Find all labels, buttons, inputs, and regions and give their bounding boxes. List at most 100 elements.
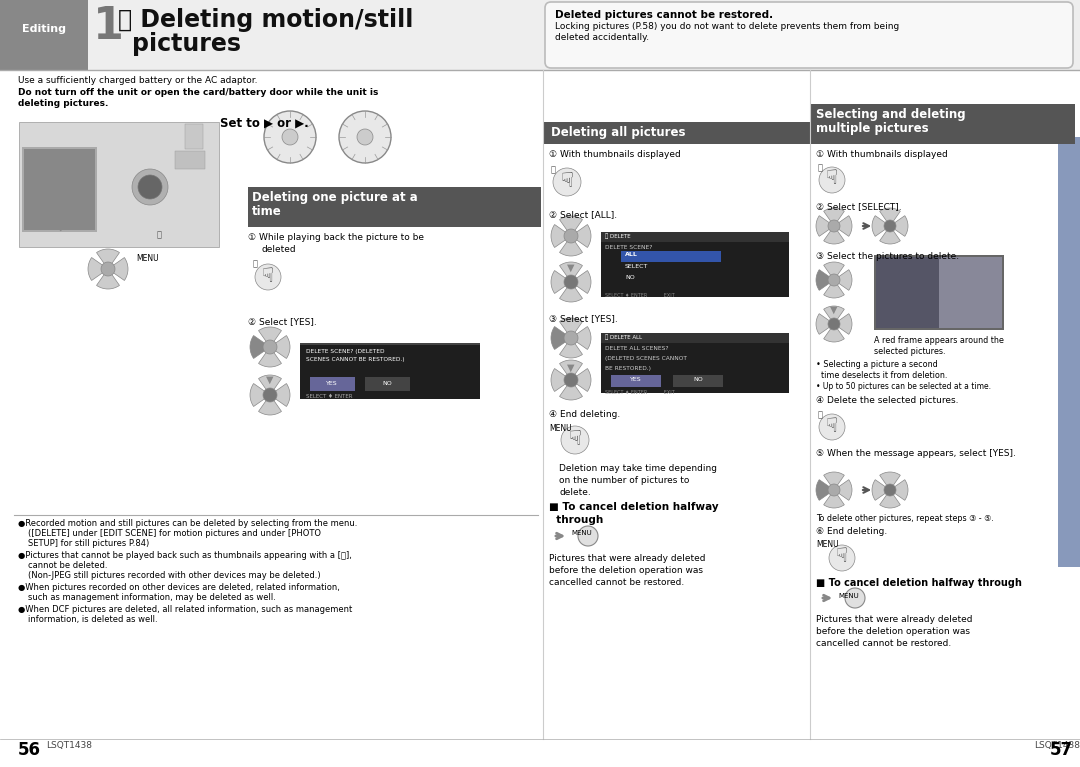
Bar: [600, 232, 789, 297]
Wedge shape: [551, 271, 571, 294]
Text: ALL: ALL: [625, 252, 638, 257]
Wedge shape: [890, 216, 908, 236]
Bar: [543, 122, 810, 144]
Text: before the deletion operation was: before the deletion operation was: [549, 566, 703, 575]
Wedge shape: [880, 208, 901, 226]
Text: SETUP] for still pictures P.84): SETUP] for still pictures P.84): [28, 539, 149, 548]
Wedge shape: [824, 208, 845, 226]
Text: before the deletion operation was: before the deletion operation was: [816, 627, 970, 636]
Text: Deleting one picture at a: Deleting one picture at a: [252, 191, 418, 204]
Text: SCENES CANNOT BE RESTORED.): SCENES CANNOT BE RESTORED.): [306, 357, 405, 362]
Bar: [621, 251, 721, 262]
Text: Pictures that were already deleted: Pictures that were already deleted: [816, 615, 972, 624]
Text: delete.: delete.: [559, 488, 591, 497]
Text: Editing: Editing: [22, 24, 66, 34]
Circle shape: [564, 229, 578, 243]
Wedge shape: [824, 324, 845, 342]
Wedge shape: [559, 282, 582, 302]
Wedge shape: [872, 479, 890, 500]
Text: ●When DCF pictures are deleted, all related information, such as management: ●When DCF pictures are deleted, all rela…: [18, 605, 352, 614]
Wedge shape: [824, 226, 845, 244]
Text: ☟: ☟: [262, 266, 274, 285]
Text: ⓠ: ⓠ: [253, 259, 258, 268]
Text: DELETE SCENE?: DELETE SCENE?: [605, 245, 652, 250]
Text: 57: 57: [1050, 741, 1074, 759]
Text: Selecting and deleting: Selecting and deleting: [816, 108, 966, 121]
Text: cancelled cannot be restored.: cancelled cannot be restored.: [816, 639, 951, 648]
Text: DELETE SCENE? (DELETED: DELETE SCENE? (DELETED: [306, 349, 384, 354]
Circle shape: [564, 275, 578, 289]
Wedge shape: [834, 314, 852, 334]
Text: LSQT1438: LSQT1438: [46, 741, 92, 750]
Circle shape: [132, 169, 168, 205]
Bar: [600, 333, 789, 343]
Text: ② Select [SELECT].: ② Select [SELECT].: [816, 202, 902, 211]
Circle shape: [553, 168, 581, 196]
Text: ☟: ☟: [568, 429, 581, 449]
Text: on the number of pictures to: on the number of pictures to: [559, 476, 689, 485]
Text: deleted: deleted: [262, 245, 297, 254]
Wedge shape: [249, 384, 270, 407]
Text: ▼: ▼: [267, 375, 273, 385]
Wedge shape: [258, 327, 282, 347]
Text: time deselects it from deletion.: time deselects it from deletion.: [816, 371, 947, 380]
Bar: [185, 124, 203, 149]
Bar: [310, 377, 355, 391]
Text: LSQT1438: LSQT1438: [1034, 741, 1080, 750]
Text: ④ Delete the selected pictures.: ④ Delete the selected pictures.: [816, 396, 959, 405]
Text: ⓠ: ⓠ: [818, 163, 823, 172]
Text: NO: NO: [382, 381, 392, 386]
Text: ▼: ▼: [567, 263, 575, 273]
Text: ④ End deleting.: ④ End deleting.: [549, 410, 620, 419]
Text: Deleting all pictures: Deleting all pictures: [551, 126, 686, 139]
Text: ⑤ When the message appears, select [YES].: ⑤ When the message appears, select [YES]…: [816, 449, 1016, 458]
Text: NO: NO: [693, 377, 703, 382]
Text: time: time: [252, 205, 282, 218]
Wedge shape: [816, 314, 834, 334]
Text: MENU: MENU: [137, 254, 160, 263]
Text: To delete other pictures, repeat steps ③ - ⑤.: To delete other pictures, repeat steps ③…: [816, 514, 994, 523]
Text: A red frame appears around the: A red frame appears around the: [874, 336, 1004, 345]
Text: cannot be deleted.: cannot be deleted.: [28, 561, 108, 570]
Circle shape: [264, 340, 276, 354]
Bar: [1058, 137, 1080, 567]
Wedge shape: [551, 368, 571, 391]
Text: ③ Select the pictures to delete.: ③ Select the pictures to delete.: [816, 252, 959, 261]
Text: ☟: ☟: [561, 171, 573, 191]
Bar: [87, 0, 1080, 70]
Bar: [939, 257, 1002, 328]
Circle shape: [885, 484, 896, 496]
Text: SELECT ♦ ENTER           EXIT: SELECT ♦ ENTER EXIT: [605, 293, 675, 298]
Circle shape: [561, 426, 589, 454]
Circle shape: [264, 388, 276, 402]
Circle shape: [885, 220, 896, 232]
Text: deleting pictures.: deleting pictures.: [18, 99, 108, 108]
Wedge shape: [824, 306, 845, 324]
Text: SELECT ♦ ENTER           EXIT: SELECT ♦ ENTER EXIT: [605, 390, 675, 395]
Bar: [24, 149, 95, 230]
Wedge shape: [571, 368, 591, 391]
Text: MENU: MENU: [571, 530, 592, 536]
Text: Use a sufficiently charged battery or the AC adaptor.: Use a sufficiently charged battery or th…: [18, 76, 257, 85]
Wedge shape: [834, 216, 852, 236]
Circle shape: [828, 220, 840, 232]
Circle shape: [845, 588, 865, 608]
Text: ■ To cancel deletion halfway: ■ To cancel deletion halfway: [549, 502, 718, 512]
Bar: [874, 255, 1004, 330]
Wedge shape: [551, 225, 571, 248]
Bar: [810, 104, 1075, 144]
Text: ▼: ▼: [831, 305, 838, 315]
Text: (Non-JPEG still pictures recorded with other devices may be deleted.): (Non-JPEG still pictures recorded with o…: [28, 571, 321, 580]
Text: Deletion may take time depending: Deletion may take time depending: [559, 464, 717, 473]
Circle shape: [339, 111, 391, 163]
Wedge shape: [559, 360, 582, 380]
Bar: [0, 0, 1080, 70]
Circle shape: [255, 264, 281, 290]
Wedge shape: [571, 271, 591, 294]
Text: DELETE ALL SCENES?: DELETE ALL SCENES?: [605, 346, 669, 351]
Text: ⑥ End deleting.: ⑥ End deleting.: [816, 527, 888, 536]
Wedge shape: [551, 327, 571, 350]
Bar: [22, 147, 97, 232]
Circle shape: [578, 526, 598, 546]
Bar: [19, 122, 219, 247]
